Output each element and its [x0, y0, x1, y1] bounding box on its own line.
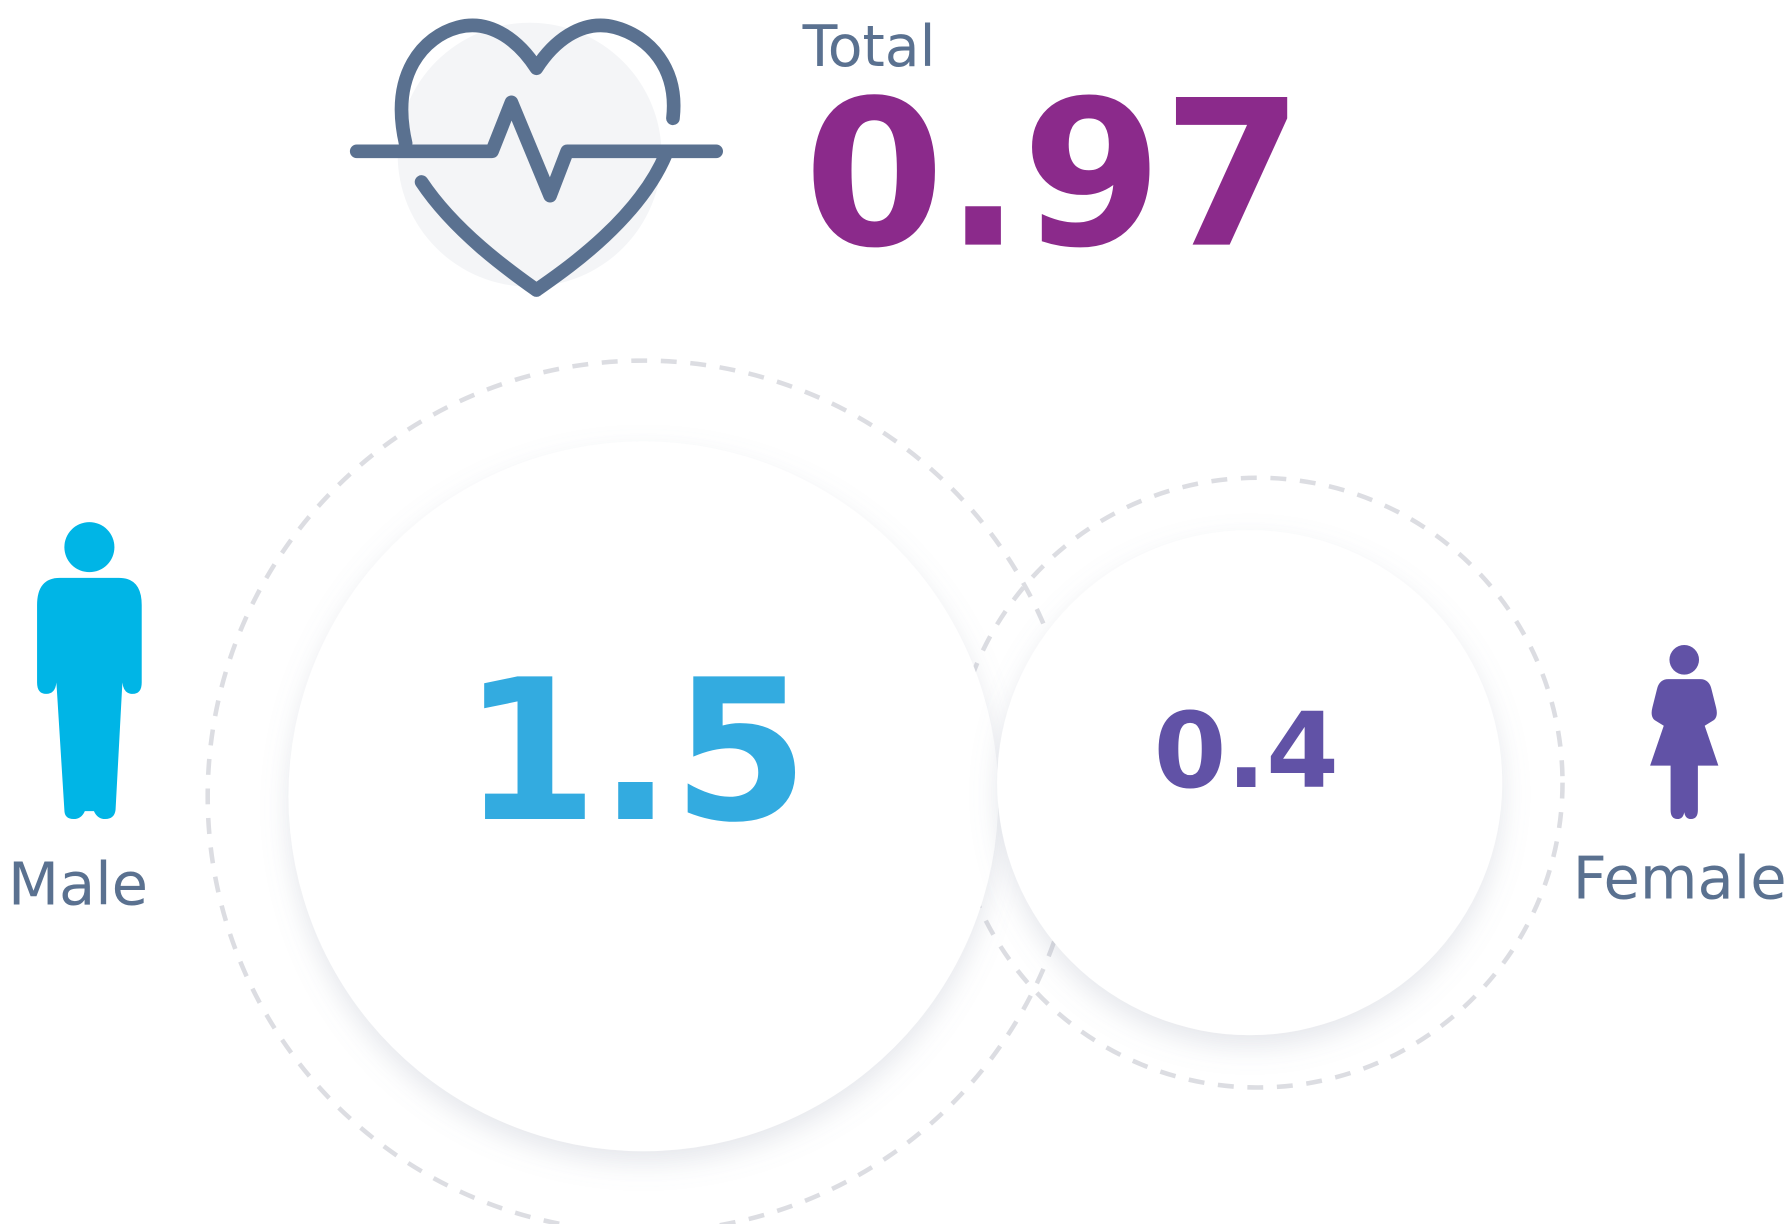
female-value: 0.4 [1154, 690, 1339, 812]
female-circle [997, 530, 1503, 1036]
male-icon [37, 522, 142, 820]
female-label: Female [1573, 844, 1785, 913]
total-value: 0.97 [804, 57, 1304, 293]
male-value: 1.5 [462, 638, 809, 866]
male-label: Male [8, 849, 148, 918]
male-circle [288, 441, 999, 1152]
heart-icon [349, 18, 724, 297]
total-label: Total [802, 14, 936, 80]
female-icon [1650, 644, 1719, 820]
